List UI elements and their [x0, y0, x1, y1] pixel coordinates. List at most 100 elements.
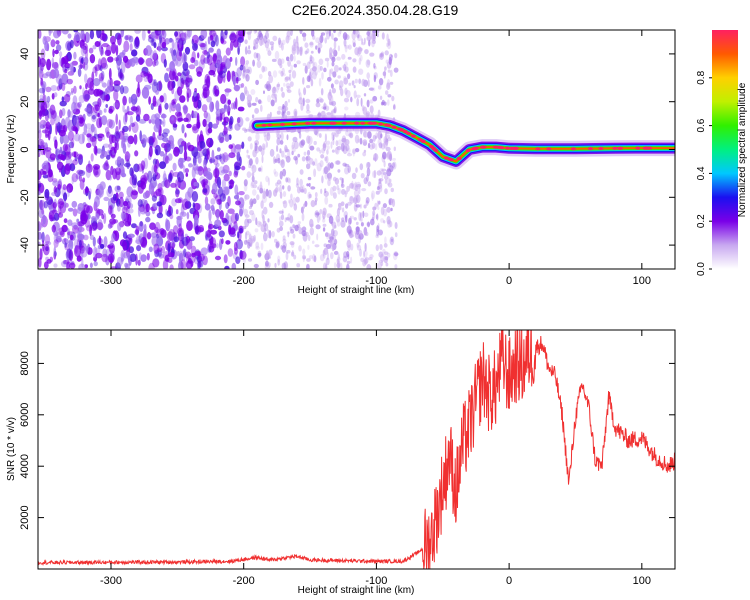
- trace-hotspot: [447, 157, 453, 161]
- noise-speckle: [117, 67, 121, 77]
- noise-speckle: [332, 71, 337, 78]
- noise-speckle: [178, 38, 182, 49]
- noise-speckle: [131, 49, 138, 57]
- noise-speckle: [39, 64, 43, 74]
- noise-speckle: [192, 43, 198, 51]
- noise-speckle: [162, 118, 166, 127]
- noise-speckle: [141, 30, 146, 41]
- noise-speckle: [210, 198, 216, 205]
- noise-speckle: [72, 114, 77, 127]
- noise-speckle: [291, 70, 297, 79]
- noise-speckle: [315, 224, 321, 230]
- trace-hotspot: [261, 123, 267, 127]
- noise-speckle: [64, 242, 67, 248]
- noise-speckle: [86, 133, 92, 138]
- noise-speckle: [342, 32, 348, 41]
- noise-speckle: [284, 76, 290, 81]
- noise-speckle: [275, 182, 279, 187]
- noise-speckle: [367, 181, 372, 187]
- noise-speckle: [51, 224, 56, 233]
- noise-speckle: [281, 150, 285, 158]
- noise-speckle: [107, 253, 115, 263]
- noise-speckle: [245, 60, 250, 65]
- noise-speckle: [253, 52, 257, 59]
- noise-speckle: [250, 181, 254, 187]
- noise-speckle: [122, 240, 128, 252]
- noise-speckle: [141, 86, 150, 99]
- noise-speckle: [319, 35, 324, 44]
- noise-speckle: [243, 239, 248, 245]
- noise-speckle: [348, 133, 352, 137]
- noise-speckle: [384, 50, 389, 56]
- noise-speckle: [366, 99, 370, 108]
- noise-speckle: [159, 33, 162, 44]
- noise-speckle: [279, 191, 283, 199]
- noise-speckle: [93, 133, 100, 139]
- noise-speckle: [162, 92, 167, 104]
- noise-speckle: [323, 140, 328, 148]
- noise-speckle: [304, 231, 309, 237]
- noise-speckle: [192, 163, 199, 171]
- noise-speckle: [121, 128, 125, 134]
- noise-speckle: [314, 197, 318, 202]
- noise-speckle: [282, 185, 285, 190]
- noise-speckle: [114, 167, 122, 176]
- noise-speckle: [384, 175, 389, 180]
- noise-speckle: [122, 95, 127, 106]
- noise-speckle: [197, 99, 202, 109]
- noise-speckle: [146, 136, 154, 144]
- noise-speckle: [334, 79, 339, 85]
- noise-speckle: [42, 170, 47, 175]
- noise-speckle: [114, 99, 120, 110]
- noise-speckle: [270, 99, 275, 107]
- noise-speckle: [150, 31, 156, 39]
- noise-speckle: [171, 242, 175, 249]
- colorbar-tick-label: 0.4: [696, 166, 707, 180]
- noise-speckle: [328, 99, 332, 105]
- noise-speckle: [360, 222, 364, 227]
- noise-speckle: [335, 214, 341, 223]
- noise-speckle: [82, 61, 86, 70]
- noise-speckle: [374, 135, 377, 140]
- noise-speckle: [324, 188, 327, 194]
- noise-speckle: [78, 95, 86, 103]
- noise-speckle: [249, 199, 252, 206]
- noise-speckle: [314, 130, 318, 136]
- noise-speckle: [69, 62, 74, 72]
- trace-hotspot: [341, 121, 347, 125]
- noise-speckle: [308, 182, 311, 188]
- noise-speckle: [316, 214, 320, 224]
- noise-speckle: [181, 123, 185, 134]
- noise-speckle: [349, 182, 354, 189]
- noise-speckle: [315, 212, 320, 216]
- noise-speckle: [186, 211, 190, 220]
- noise-speckle: [82, 177, 86, 183]
- noise-speckle: [333, 108, 337, 114]
- noise-speckle: [307, 176, 312, 181]
- noise-speckle: [301, 230, 307, 237]
- noise-speckle: [174, 31, 179, 37]
- noise-speckle: [375, 234, 380, 239]
- noise-speckle: [330, 252, 334, 260]
- noise-speckle: [371, 87, 376, 92]
- noise-speckle: [244, 214, 250, 218]
- trace-hotspot: [402, 130, 408, 134]
- noise-speckle: [221, 179, 226, 189]
- noise-speckle: [346, 250, 350, 258]
- noise-speckle: [177, 182, 184, 188]
- noise-speckle: [185, 156, 192, 162]
- noise-speckle: [300, 139, 306, 146]
- noise-speckle: [38, 257, 42, 268]
- noise-speckle: [309, 218, 314, 228]
- noise-speckle: [367, 131, 372, 139]
- noise-speckle: [306, 135, 311, 144]
- noise-speckle: [68, 130, 74, 142]
- noise-speckle: [252, 189, 257, 196]
- noise-speckle: [142, 192, 149, 199]
- noise-speckle: [117, 222, 122, 232]
- noise-speckle: [105, 159, 109, 167]
- noise-speckle: [344, 66, 349, 73]
- noise-speckle: [285, 82, 291, 89]
- noise-speckle: [333, 262, 337, 269]
- noise-speckle: [61, 30, 69, 35]
